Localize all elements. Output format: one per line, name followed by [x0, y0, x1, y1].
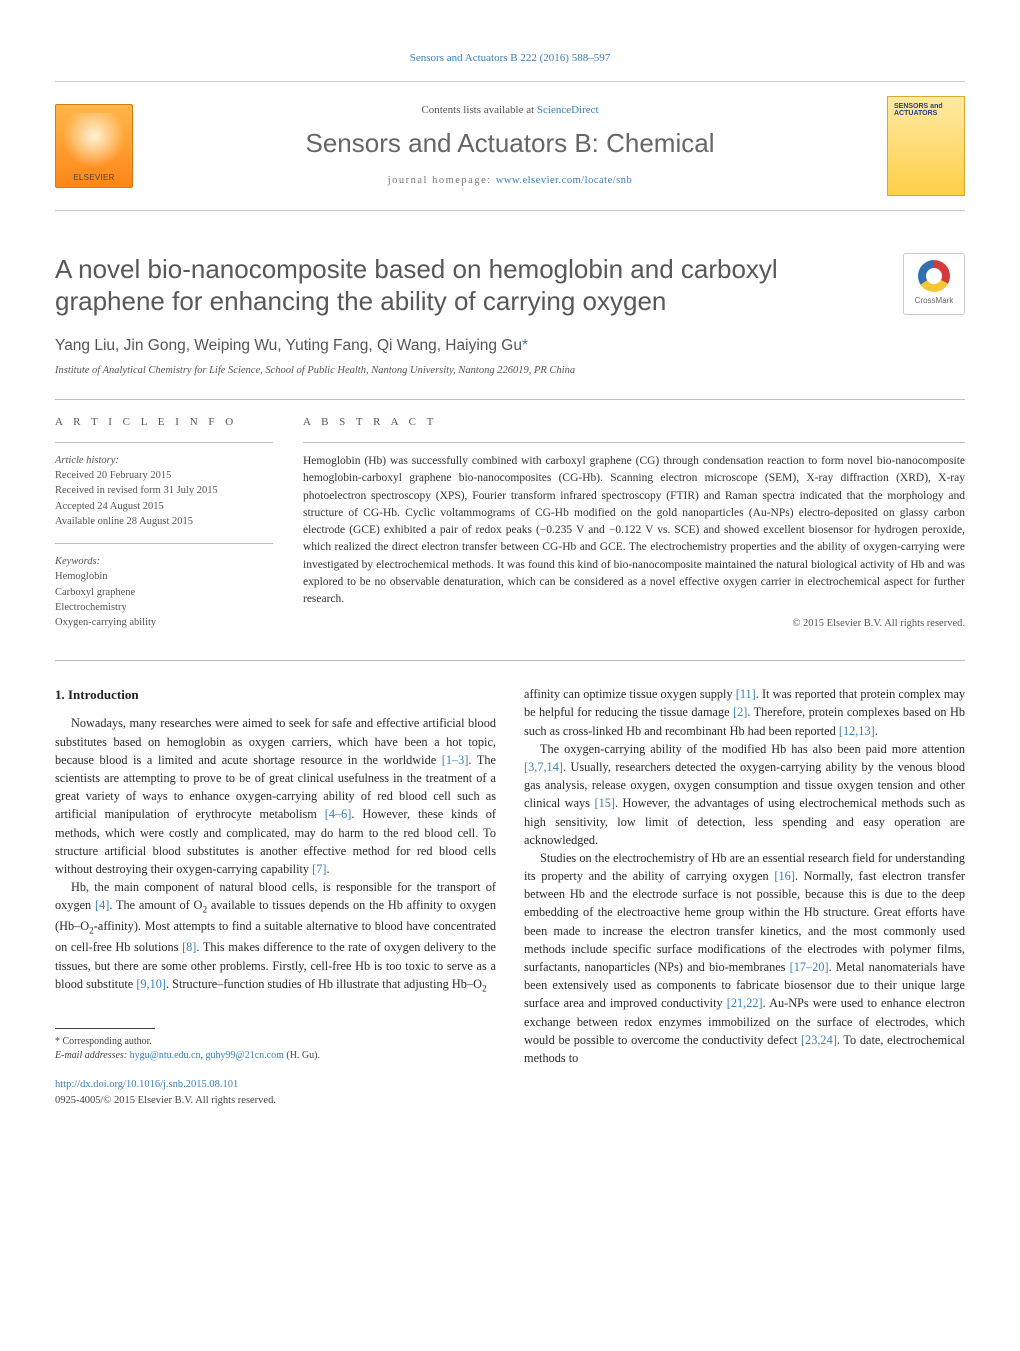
abstract-heading: A B S T R A C T	[303, 414, 965, 431]
keyword: Oxygen-carrying ability	[55, 615, 273, 630]
keywords-heading: Keywords:	[55, 554, 273, 569]
intro-paragraph: Nowadays, many researches were aimed to …	[55, 714, 496, 878]
text: Nowadays, many researches were aimed to …	[55, 716, 496, 766]
right-column: affinity can optimize tissue oxygen supp…	[524, 685, 965, 1067]
crossmark-label: CrossMark	[915, 295, 954, 307]
text: . Structure–function studies of Hb illus…	[166, 977, 482, 991]
left-column: 1. Introduction Nowadays, many researche…	[55, 685, 496, 1067]
ref-link[interactable]: [4]	[95, 898, 109, 912]
corresponding-marker: *	[522, 337, 528, 354]
ref-link[interactable]: [8]	[182, 940, 196, 954]
history-line: Received in revised form 31 July 2015	[55, 483, 273, 498]
journal-reference: Sensors and Actuators B 222 (2016) 588–5…	[55, 50, 965, 67]
cover-label: SENSORS and ACTUATORS	[894, 103, 958, 118]
elsevier-label: ELSEVIER	[56, 172, 132, 184]
sciencedirect-link[interactable]: ScienceDirect	[537, 104, 599, 116]
authors-list: Yang Liu, Jin Gong, Weiping Wu, Yuting F…	[55, 337, 522, 354]
text: . Normally, fast electron transfer betwe…	[524, 869, 965, 974]
intro-paragraph: The oxygen-carrying ability of the modif…	[524, 740, 965, 849]
crossmark-icon	[918, 260, 950, 292]
ref-link[interactable]: [2]	[733, 705, 747, 719]
homepage-line: journal homepage: www.elsevier.com/locat…	[147, 173, 873, 189]
email-line: E-mail addresses: hygu@ntu.edu.cn, guhy9…	[55, 1049, 496, 1064]
email-label: E-mail addresses:	[55, 1050, 130, 1061]
subscript: 2	[482, 983, 487, 993]
elsevier-logo: ELSEVIER	[55, 104, 133, 188]
ref-link[interactable]: [11]	[736, 687, 756, 701]
ref-link[interactable]: [7]	[312, 862, 326, 876]
ref-link[interactable]: [16]	[774, 869, 795, 883]
ref-link[interactable]: [1–3]	[442, 753, 469, 767]
abstract-copyright: © 2015 Elsevier B.V. All rights reserved…	[303, 616, 965, 632]
affiliation: Institute of Analytical Chemistry for Li…	[55, 363, 965, 379]
ref-link[interactable]: [23,24]	[801, 1033, 837, 1047]
divider	[55, 399, 965, 400]
ref-link[interactable]: [17–20]	[790, 960, 829, 974]
text: . The amount of O	[109, 898, 202, 912]
ref-link[interactable]: [21,22]	[727, 996, 763, 1010]
intro-heading: 1. Introduction	[55, 685, 496, 704]
intro-paragraph: Hb, the main component of natural blood …	[55, 878, 496, 996]
journal-title: Sensors and Actuators B: Chemical	[147, 124, 873, 163]
ref-link[interactable]: [9,10]	[136, 977, 166, 991]
text: affinity can optimize tissue oxygen supp…	[524, 687, 736, 701]
email-link[interactable]: guhy99@21cn.com	[206, 1050, 284, 1061]
article-info-heading: A R T I C L E I N F O	[55, 414, 273, 431]
contents-line: Contents lists available at ScienceDirec…	[147, 102, 873, 119]
history-line: Accepted 24 August 2015	[55, 499, 273, 514]
abstract-text: Hemoglobin (Hb) was successfully combine…	[303, 453, 965, 608]
journal-header: ELSEVIER Contents lists available at Sci…	[55, 81, 965, 211]
text: (H. Gu).	[284, 1050, 320, 1061]
ref-link[interactable]: [15]	[594, 796, 615, 810]
ref-link[interactable]: [4–6]	[325, 807, 352, 821]
homepage-url[interactable]: www.elsevier.com/locate/snb	[496, 175, 632, 186]
text: .	[327, 862, 330, 876]
history-line: Available online 28 August 2015	[55, 514, 273, 529]
corresponding-author-note: * Corresponding author.	[55, 1035, 496, 1050]
crossmark-badge[interactable]: CrossMark	[903, 253, 965, 315]
ref-link[interactable]: [3,7,14]	[524, 760, 563, 774]
ref-link[interactable]: [12,13]	[839, 724, 875, 738]
divider	[55, 660, 965, 661]
paper-title: A novel bio-nanocomposite based on hemog…	[55, 253, 889, 318]
journal-cover-thumb: SENSORS and ACTUATORS	[887, 96, 965, 196]
keyword: Electrochemistry	[55, 600, 273, 615]
intro-paragraph: affinity can optimize tissue oxygen supp…	[524, 685, 965, 740]
rights-line: 0925-4005/© 2015 Elsevier B.V. All right…	[55, 1093, 965, 1109]
history-heading: Article history:	[55, 453, 273, 468]
text: The oxygen-carrying ability of the modif…	[540, 742, 965, 756]
contents-prefix: Contents lists available at	[421, 104, 536, 116]
email-link[interactable]: hygu@ntu.edu.cn	[130, 1050, 201, 1061]
doi-link[interactable]: http://dx.doi.org/10.1016/j.snb.2015.08.…	[55, 1077, 965, 1093]
homepage-prefix: journal homepage:	[388, 175, 496, 186]
keyword: Hemoglobin	[55, 569, 273, 584]
authors: Yang Liu, Jin Gong, Weiping Wu, Yuting F…	[55, 334, 965, 357]
keyword: Carboxyl graphene	[55, 585, 273, 600]
intro-paragraph: Studies on the electrochemistry of Hb ar…	[524, 849, 965, 1067]
history-line: Received 20 February 2015	[55, 468, 273, 483]
footnote-divider	[55, 1028, 155, 1029]
text: .	[875, 724, 878, 738]
